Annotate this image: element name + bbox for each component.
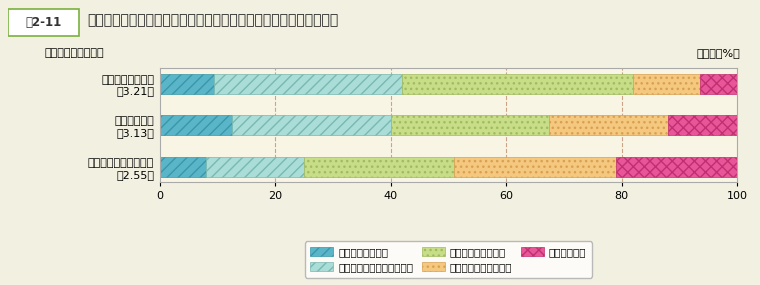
Bar (700, 74, 737, 94)
Bar (402, 74, 633, 94)
Bar (232, 115, 391, 135)
Bar (616, 157, 737, 177)
FancyBboxPatch shape (8, 9, 79, 36)
Bar (214, 74, 402, 94)
Bar (206, 157, 304, 177)
Legend: まったくその通り, どちらかといえばその通り, どちらともいえない, どちらかといえば違う, まったく違う: まったくその通り, どちらかといえばその通り, どちらともいえない, どちらかと… (306, 241, 591, 278)
Text: （単位：%）: （単位：%） (696, 48, 740, 58)
Bar (549, 115, 668, 135)
Bar (160, 157, 206, 177)
Bar (668, 115, 737, 135)
Bar (160, 115, 232, 135)
Text: 【報酬・処遇】の領域に属する質問項目別の回答割合及び平均値: 【報酬・処遇】の領域に属する質問項目別の回答割合及び平均値 (87, 13, 339, 27)
Bar (391, 115, 549, 135)
Bar (633, 74, 700, 94)
Bar (160, 74, 214, 94)
Text: 図2-11: 図2-11 (26, 16, 62, 29)
Text: 質問項目（平均値）: 質問項目（平均値） (44, 48, 103, 58)
Bar (304, 157, 454, 177)
Bar (454, 157, 616, 177)
